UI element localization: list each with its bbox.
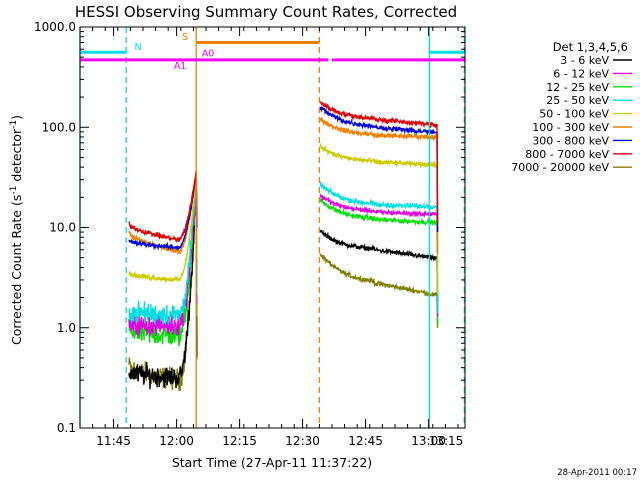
series-line [319,193,439,317]
x-tick-label: 12:15 [222,434,257,448]
series-line [319,142,439,294]
series-line [128,173,198,284]
series-3-6-kev [128,181,439,390]
x-tick-label: 11:45 [96,434,131,448]
marker-label: N [135,42,142,53]
series-line [319,106,439,233]
y-axis-label-part: ) [9,115,24,120]
y-tick-label: 1.0 [57,321,76,335]
legend-label: 100 - 300 keV [532,121,609,134]
series-line [128,181,198,390]
legend-label: 7000 - 20000 keV [511,161,609,174]
series-line [128,170,198,244]
x-tick-label: 13:15 [429,434,464,448]
y-axis: 0.1 1.0 10.0 100.0 1000.0 [34,20,465,435]
series-line [128,171,198,251]
y-tick-label: 1000.0 [34,20,76,34]
y-axis-label-superscript: -1 [9,120,19,129]
series-800-7000-kev [128,100,439,244]
series-7000-20000-kev [128,178,439,391]
series-line [319,253,439,328]
series-line [319,181,439,314]
x-tick-label: 13:00 [411,434,446,448]
legend-label: 300 - 800 keV [532,134,609,147]
series-300-800-kev [128,106,439,251]
legend-label: 12 - 25 keV [546,81,609,94]
legend-label: 6 - 12 keV [553,67,609,80]
footer-date: 28-Apr-2011 00:17 [557,468,637,478]
y-tick-label: 0.1 [57,421,76,435]
series-25-50-kev [128,179,439,326]
legend-label: 3 - 6 keV [560,54,609,67]
legend-label: 800 - 7000 keV [525,148,609,161]
legend-label: 50 - 100 keV [539,108,609,121]
series-line [128,179,198,326]
x-tick-label: 12:00 [159,434,194,448]
series-100-300-kev [128,116,439,255]
plot-area: N S A1 A0 0.1 1.0 10.0 100.0 1000.0 11:45 12:00 12:… [34,20,466,448]
series-50-100-kev [128,142,439,294]
series-line [319,116,439,254]
y-tick-label: 100.0 [42,120,76,134]
x-tick-label: 12:30 [285,434,320,448]
marker-label: A1 [174,61,187,72]
series-line [319,198,439,324]
marker-label: A0 [202,48,215,59]
chart-title: HESSI Observing Summary Count Rates, Cor… [75,3,457,21]
y-tick-label: 10.0 [49,221,76,235]
legend-title: Det 1,3,4,5,6 [553,40,628,54]
x-tick-label: 12:45 [348,434,383,448]
series-line [319,100,439,224]
x-axis-label: Start Time (27-Apr-11 11:37:22) [172,455,372,470]
y-axis-label-part: detector [9,128,24,186]
y-axis-label-superscript: -1 [9,186,19,195]
legend-label: 25 - 50 keV [546,94,609,107]
y-axis-label: Corrected Count Rate (s-1 detector-1) [9,115,24,345]
series-line [319,229,439,311]
marker-label: S [182,32,188,43]
y-axis-label-part: Corrected Count Rate (s [9,195,24,345]
